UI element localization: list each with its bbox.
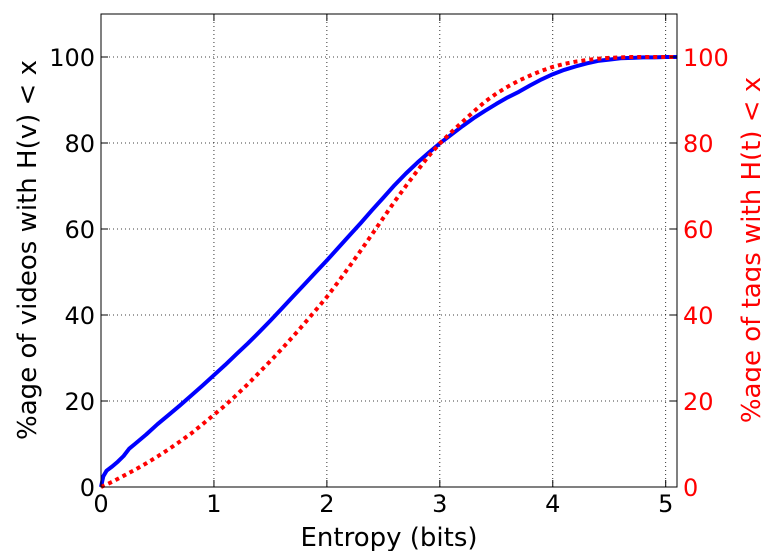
- x-tick-label: 0: [93, 490, 108, 518]
- x-tick-label: 3: [432, 490, 447, 518]
- grid-lines: [101, 14, 677, 487]
- x-tick-label: 4: [545, 490, 560, 518]
- right-y-tick-label: 100: [683, 44, 729, 72]
- tags-entropy-cdf-line: [100, 55, 677, 489]
- plot-frame: [100, 13, 678, 488]
- x-tick-label: 1: [206, 490, 221, 518]
- left-y-tick-label: 100: [49, 44, 95, 72]
- right-y-tick-label: 40: [683, 302, 714, 330]
- videos-entropy-cdf-line: [99, 55, 677, 488]
- x-tick-label: 5: [658, 490, 673, 518]
- x-tick-label: 2: [319, 490, 334, 518]
- right-y-tick-label: 0: [683, 474, 698, 502]
- left-y-tick-label: 80: [64, 130, 95, 158]
- right-y-tick-label: 60: [683, 216, 714, 244]
- left-y-tick-label: 0: [80, 474, 95, 502]
- right-y-tick-label: 20: [683, 388, 714, 416]
- left-y-tick-label: 60: [64, 216, 95, 244]
- right-y-axis-title: %age of tags with H(t) < x: [737, 77, 761, 423]
- left-y-axis-title: %age of videos with H(v) < x: [13, 60, 43, 440]
- right-y-tick-label: 80: [683, 130, 714, 158]
- series-lines: [99, 55, 677, 489]
- left-y-tick-label: 40: [64, 302, 95, 330]
- left-y-tick-label: 20: [64, 388, 95, 416]
- x-axis-title: Entropy (bits): [300, 523, 477, 551]
